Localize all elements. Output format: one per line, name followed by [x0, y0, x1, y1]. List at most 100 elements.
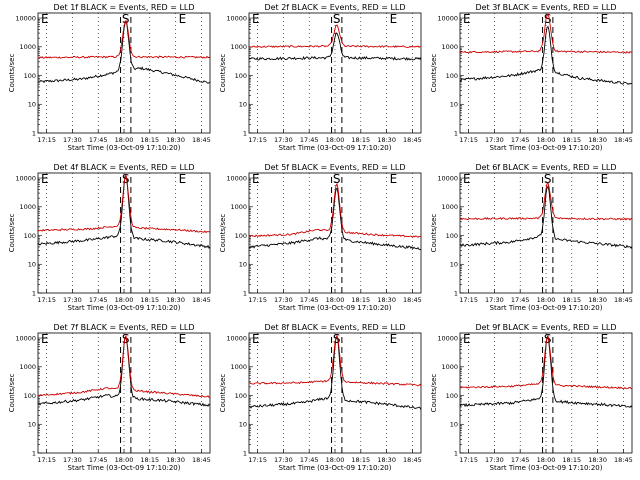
- y-tick-label: 1000: [230, 363, 247, 371]
- marker-e: E: [463, 172, 471, 186]
- x-tick-label: 17:30: [485, 136, 504, 144]
- x-tick-label: 17:45: [511, 296, 530, 304]
- marker-s: S: [544, 172, 552, 186]
- x-tick-label: 18:30: [588, 296, 607, 304]
- x-tick-label: 18:45: [192, 296, 211, 304]
- x-tick-label: 18:00: [537, 136, 556, 144]
- series-lld: [248, 334, 422, 387]
- x-tick-label: 18:00: [326, 456, 345, 464]
- y-tick-label: 10000: [437, 14, 458, 22]
- y-tick-label: 10000: [15, 174, 36, 182]
- x-tick-label: 17:15: [459, 296, 478, 304]
- marker-e: E: [601, 12, 609, 26]
- panel-det-3f: Det 3f BLACK = Events, RED = LLD 17:15 17:…: [430, 3, 633, 152]
- panel-det-9f: Det 9f BLACK = Events, RED = LLD 17:15 17:…: [430, 323, 633, 472]
- y-tick-label: 10: [450, 101, 458, 109]
- y-tick-label: 1000: [441, 203, 458, 211]
- panel-title: Det 8f BLACK = Events, RED = LLD: [264, 323, 405, 332]
- marker-s: S: [333, 172, 341, 186]
- x-tick-label: 17:45: [89, 296, 108, 304]
- marker-e: E: [463, 332, 471, 346]
- y-axis-label: Counts/sec: [430, 374, 438, 413]
- x-tick-label: 17:15: [248, 136, 267, 144]
- x-axis-label: Start Time (03-Oct-09 17:10:20): [68, 144, 181, 152]
- y-axis-label: Counts/sec: [430, 54, 438, 93]
- marker-e: E: [463, 12, 471, 26]
- x-tick-label: 18:15: [351, 456, 370, 464]
- y-tick-label: 10: [239, 261, 247, 269]
- series-lld: [37, 19, 211, 59]
- x-tick-label: 17:30: [485, 296, 504, 304]
- marker-e: E: [41, 12, 49, 26]
- panel-det-4f: Det 4f BLACK = Events, RED = LLD 17:15 17:…: [8, 163, 211, 312]
- y-tick-label: 10: [450, 261, 458, 269]
- x-tick-label: 18:30: [377, 456, 396, 464]
- y-tick-label: 10: [239, 101, 247, 109]
- panel-title: Det 6f BLACK = Events, RED = LLD: [475, 163, 616, 172]
- marker-s: S: [544, 332, 552, 346]
- series-lld: [459, 182, 633, 221]
- y-tick-label: 10: [28, 101, 36, 109]
- y-tick-label: 100: [235, 72, 247, 80]
- x-tick-label: 18:00: [537, 296, 556, 304]
- marker-s: S: [333, 332, 341, 346]
- y-tick-label: 1: [243, 289, 247, 297]
- y-axis-label: Counts/sec: [430, 214, 438, 253]
- x-axis-label: Start Time (03-Oct-09 17:10:20): [68, 304, 181, 312]
- marker-e: E: [390, 332, 398, 346]
- x-tick-label: 18:15: [351, 136, 370, 144]
- x-tick-label: 18:00: [537, 456, 556, 464]
- x-tick-label: 18:15: [140, 136, 159, 144]
- marker-e: E: [390, 12, 398, 26]
- panel-det-6f: Det 6f BLACK = Events, RED = LLD 17:15 17:…: [430, 163, 633, 312]
- marker-s: S: [122, 172, 130, 186]
- x-tick-label: 18:30: [377, 136, 396, 144]
- x-tick-label: 18:45: [403, 136, 422, 144]
- marker-e: E: [252, 172, 260, 186]
- y-axis-label: Counts/sec: [219, 214, 227, 253]
- marker-e: E: [390, 172, 398, 186]
- x-tick-label: 18:15: [140, 456, 159, 464]
- panel-title: Det 2f BLACK = Events, RED = LLD: [264, 3, 405, 12]
- x-tick-label: 18:30: [588, 136, 607, 144]
- x-tick-label: 17:45: [511, 456, 530, 464]
- x-tick-label: 17:15: [248, 296, 267, 304]
- y-tick-label: 1: [32, 449, 36, 457]
- y-tick-label: 1000: [19, 203, 36, 211]
- marker-e: E: [601, 172, 609, 186]
- y-tick-label: 1: [243, 129, 247, 137]
- x-tick-label: 17:45: [300, 296, 319, 304]
- y-tick-label: 1: [32, 129, 36, 137]
- x-tick-label: 18:30: [377, 296, 396, 304]
- x-tick-label: 17:45: [89, 136, 108, 144]
- x-tick-label: 18:45: [192, 136, 211, 144]
- x-tick-label: 17:15: [37, 296, 56, 304]
- x-tick-label: 17:15: [459, 456, 478, 464]
- y-tick-label: 100: [446, 392, 458, 400]
- marker-s: S: [122, 332, 130, 346]
- marker-e: E: [601, 332, 609, 346]
- marker-e: E: [252, 332, 260, 346]
- y-tick-label: 1: [454, 289, 458, 297]
- y-tick-label: 10: [28, 421, 36, 429]
- x-axis-label: Start Time (03-Oct-09 17:10:20): [490, 464, 603, 472]
- x-tick-label: 18:00: [115, 136, 134, 144]
- x-tick-label: 17:15: [37, 136, 56, 144]
- y-tick-label: 10000: [226, 174, 247, 182]
- panel-det-1f: Det 1f BLACK = Events, RED = LLD 17:15 17:…: [8, 3, 211, 152]
- y-tick-label: 1: [454, 449, 458, 457]
- x-tick-label: 18:45: [614, 136, 633, 144]
- marker-s: S: [544, 12, 552, 26]
- y-axis-label: Counts/sec: [8, 54, 16, 93]
- x-tick-label: 18:00: [326, 136, 345, 144]
- x-axis-label: Start Time (03-Oct-09 17:10:20): [279, 144, 392, 152]
- panel-title: Det 5f BLACK = Events, RED = LLD: [264, 163, 405, 172]
- y-tick-label: 10: [239, 421, 247, 429]
- panel-det-5f: Det 5f BLACK = Events, RED = LLD 17:15 17:…: [219, 163, 422, 312]
- y-tick-label: 10000: [226, 334, 247, 342]
- y-tick-label: 100: [446, 232, 458, 240]
- x-tick-label: 17:45: [89, 456, 108, 464]
- y-tick-label: 10: [28, 261, 36, 269]
- x-tick-label: 17:45: [511, 136, 530, 144]
- series-lld: [248, 24, 422, 49]
